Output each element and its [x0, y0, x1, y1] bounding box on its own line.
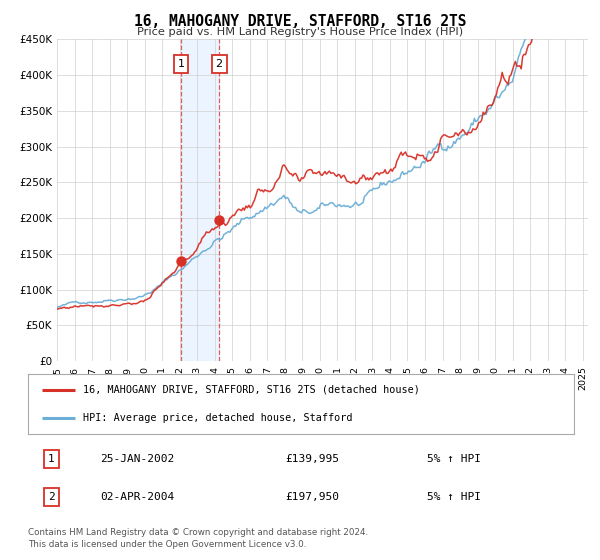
Text: 5% ↑ HPI: 5% ↑ HPI — [427, 492, 481, 502]
Text: £139,995: £139,995 — [285, 454, 339, 464]
Text: 16, MAHOGANY DRIVE, STAFFORD, ST16 2TS: 16, MAHOGANY DRIVE, STAFFORD, ST16 2TS — [134, 14, 466, 29]
Text: 2: 2 — [48, 492, 55, 502]
Text: 2: 2 — [215, 59, 223, 69]
Text: Contains HM Land Registry data © Crown copyright and database right 2024.: Contains HM Land Registry data © Crown c… — [28, 528, 368, 537]
Bar — [181, 39, 219, 361]
Text: Price paid vs. HM Land Registry's House Price Index (HPI): Price paid vs. HM Land Registry's House … — [137, 27, 463, 37]
Text: 16, MAHOGANY DRIVE, STAFFORD, ST16 2TS (detached house): 16, MAHOGANY DRIVE, STAFFORD, ST16 2TS (… — [83, 385, 419, 395]
Text: 1: 1 — [48, 454, 55, 464]
Text: 02-APR-2004: 02-APR-2004 — [100, 492, 175, 502]
Text: £197,950: £197,950 — [285, 492, 339, 502]
Text: 1: 1 — [178, 59, 184, 69]
Text: 25-JAN-2002: 25-JAN-2002 — [100, 454, 175, 464]
Text: HPI: Average price, detached house, Stafford: HPI: Average price, detached house, Staf… — [83, 413, 352, 423]
Text: This data is licensed under the Open Government Licence v3.0.: This data is licensed under the Open Gov… — [28, 540, 307, 549]
Text: 5% ↑ HPI: 5% ↑ HPI — [427, 454, 481, 464]
